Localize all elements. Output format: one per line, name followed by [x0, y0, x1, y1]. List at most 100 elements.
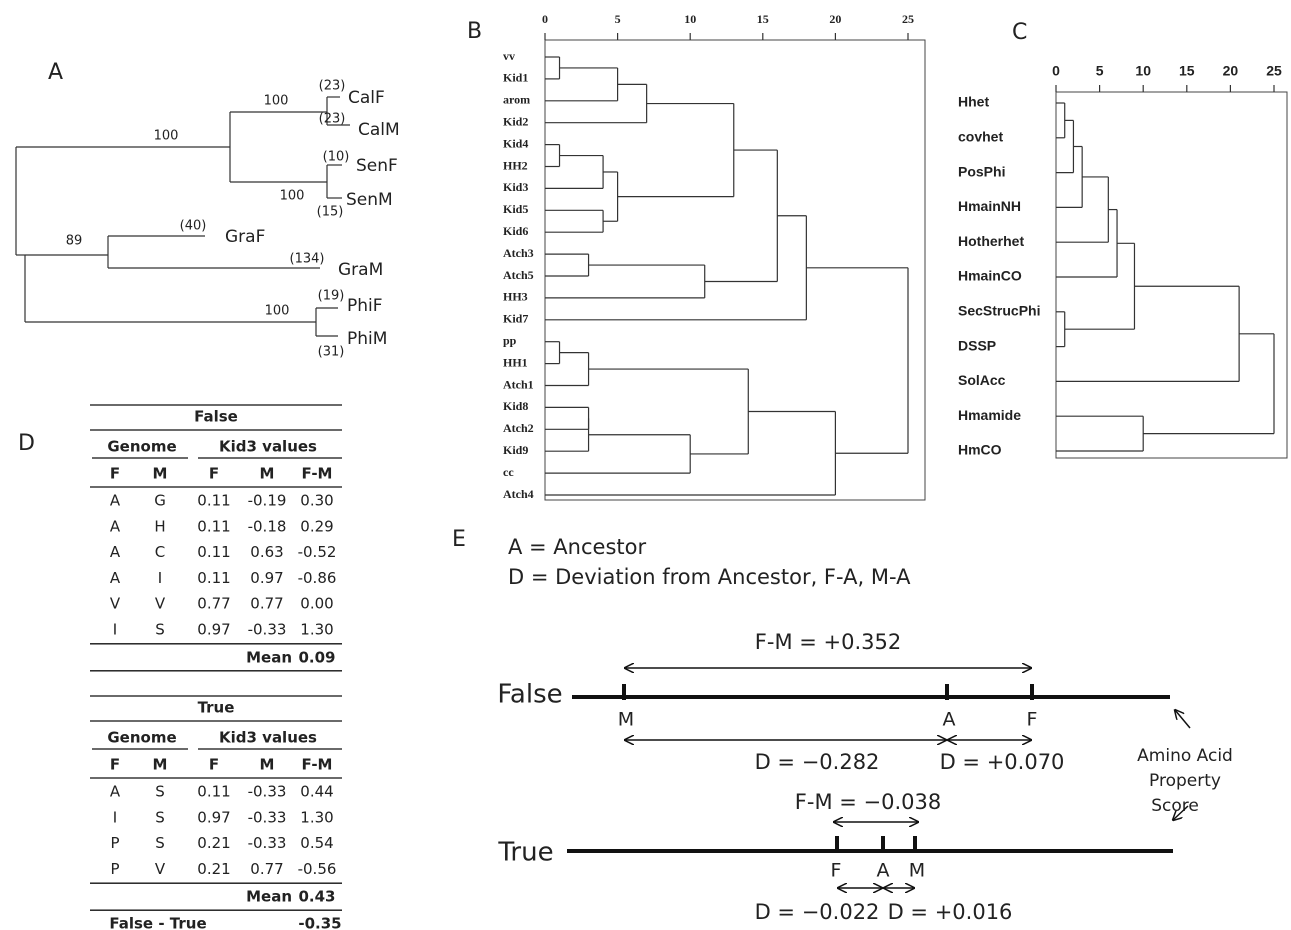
leaf: GraF	[225, 227, 265, 247]
leaf: SenM	[346, 190, 393, 210]
d-label: D = −0.022	[755, 900, 880, 924]
cell: -0.33	[248, 621, 287, 639]
mean-value: 0.09	[298, 648, 335, 666]
leaf: PhiM	[347, 329, 387, 349]
cell: 0.29	[300, 517, 333, 535]
cell: -0.86	[298, 569, 337, 587]
cell: V	[155, 860, 166, 878]
leaf-label: cc	[503, 465, 514, 479]
leaf-label: Atch1	[503, 377, 534, 391]
leaf: CalF	[348, 88, 385, 108]
leaf-label: Kid1	[503, 71, 528, 85]
axis-tick-label: 10	[684, 12, 696, 26]
fm-label: F-M = +0.352	[755, 630, 901, 654]
leaf-label: HH3	[503, 290, 528, 304]
cell: V	[155, 595, 166, 613]
score-label: Score	[1151, 796, 1199, 816]
col-header: M	[260, 756, 275, 774]
cell: 0.30	[300, 492, 333, 510]
frame	[544, 39, 926, 501]
legend: A = Ancestor	[508, 535, 646, 559]
cell: S	[155, 808, 165, 826]
leaf-label: vv	[503, 49, 515, 63]
leaf-label: SecStrucPhi	[958, 303, 1040, 319]
cell: 0.63	[250, 543, 283, 561]
leaf-label: PosPhi	[958, 163, 1005, 179]
axis-tick-label: 15	[757, 12, 769, 26]
col-header: F	[110, 756, 120, 774]
d-label: D = −0.282	[755, 750, 880, 774]
row-label: False	[497, 680, 562, 710]
axis-tick-label: 0	[542, 12, 548, 26]
point-label: M	[909, 860, 925, 882]
cell: -0.33	[248, 808, 287, 826]
cell: 0.97	[197, 808, 230, 826]
cell: A	[110, 543, 121, 561]
cell: 0.11	[197, 492, 230, 510]
cell: 0.44	[300, 783, 333, 801]
point-label: A	[877, 860, 890, 882]
cell: I	[113, 808, 117, 826]
leaf-label: HH2	[503, 158, 528, 172]
panel-label: B	[467, 19, 482, 44]
count: (40)	[180, 219, 207, 234]
cell: S	[155, 621, 165, 639]
cell: V	[110, 595, 121, 613]
cell: -0.19	[248, 492, 287, 510]
leaf-label: Atch3	[503, 246, 534, 260]
cell: 0.97	[250, 569, 283, 587]
leaf-label: Kid9	[503, 443, 528, 457]
panel-label: A	[48, 60, 63, 85]
axis-tick-label: 15	[1179, 63, 1195, 79]
point-label: F	[1027, 709, 1038, 731]
panel-e: E A = Ancestor D = Deviation from Ancest…	[452, 527, 1233, 924]
mean-label: Mean	[246, 648, 292, 666]
score-label: Amino Acid	[1137, 746, 1233, 766]
leaf-label: HmainNH	[958, 198, 1021, 214]
d-label: D = +0.070	[940, 750, 1065, 774]
leaf-label: Hmamide	[958, 407, 1021, 423]
arrow	[1175, 710, 1191, 729]
cell: S	[155, 834, 165, 852]
leaf-label: Kid3	[503, 180, 528, 194]
cell: 0.21	[197, 834, 230, 852]
col-header: F	[209, 465, 219, 483]
support: 100	[265, 304, 290, 319]
axis-tick-label: 20	[1223, 63, 1239, 79]
axis-tick-label: 0	[1052, 63, 1060, 79]
cell: I	[158, 569, 162, 587]
cell: -0.33	[248, 834, 287, 852]
count: (23)	[319, 79, 346, 94]
fm-label: F-M = −0.038	[795, 790, 941, 814]
leaf: CalM	[358, 120, 400, 140]
difference-label: False - True	[109, 915, 206, 930]
cell: 0.77	[197, 595, 230, 613]
dendrograms: 0 5 10 15 20 25 vv Kid1 arom Kid2 Kid4 HH2 Kid3 Kid5 K…	[503, 12, 1288, 501]
axis-tick-label: 10	[1135, 63, 1151, 79]
cell: 0.21	[197, 860, 230, 878]
leaf: PhiF	[347, 296, 383, 316]
col-header: F	[110, 465, 120, 483]
cell: P	[110, 834, 119, 852]
leaf-label: Atch2	[503, 421, 534, 435]
leaf: GraM	[338, 260, 383, 280]
cell: A	[110, 569, 121, 587]
leaf-label: SolAcc	[958, 372, 1006, 388]
cell: G	[154, 492, 166, 510]
leaf-label: Atch5	[503, 268, 534, 282]
cell: -0.52	[298, 543, 337, 561]
support: 89	[66, 234, 83, 249]
cell: 0.11	[197, 517, 230, 535]
col-header: M	[153, 465, 168, 483]
point-label: A	[943, 709, 956, 731]
row-label: True	[497, 838, 553, 868]
d-label: D = +0.016	[888, 900, 1013, 924]
mean-label: Mean	[246, 888, 292, 906]
count: (23)	[319, 112, 346, 127]
cell: 0.11	[197, 543, 230, 561]
count: (31)	[318, 345, 345, 360]
count: (19)	[318, 289, 345, 304]
leaf: SenF	[356, 156, 398, 176]
axis-tick-label: 25	[902, 12, 914, 26]
